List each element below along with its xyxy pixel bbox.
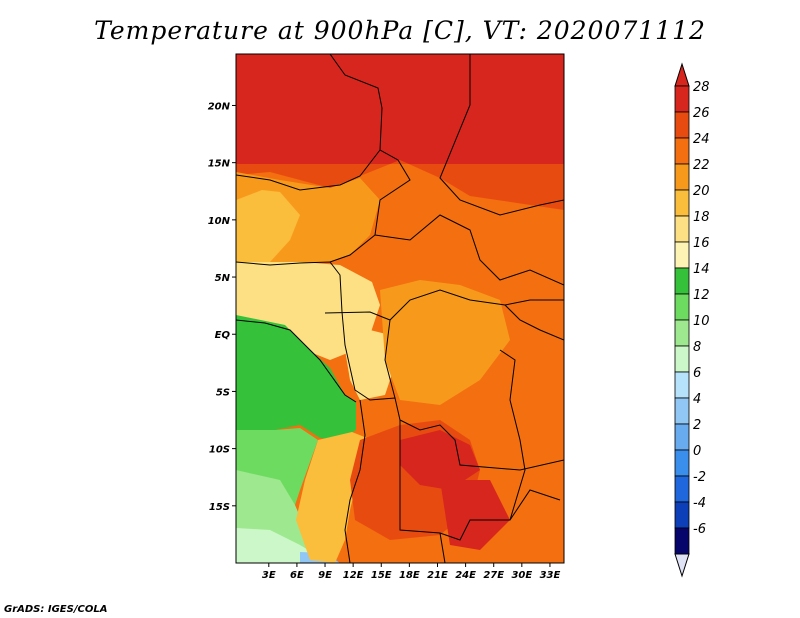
lat-tick-label: 5S [216, 387, 230, 398]
lon-tick-label: 18E [399, 570, 420, 581]
colorbar-label: 12 [693, 288, 710, 303]
border-line [324, 289, 564, 321]
region-sahara-hot [236, 54, 564, 164]
colorbar-label: 22 [693, 158, 710, 173]
lon-tick-label: 21E [427, 570, 448, 581]
colorbar-swatch [674, 137, 690, 165]
colorbar-label: 8 [693, 340, 701, 355]
colorbar-label: -6 [693, 522, 706, 537]
colorbar-swatch [674, 319, 690, 347]
latitude-axis: 20N 15N 10N 5N EQ 5S 10S 15S [208, 101, 236, 513]
colorbar-top-triangle [674, 62, 690, 87]
lon-tick-label: 12E [343, 570, 364, 581]
coastline [236, 319, 357, 403]
longitude-axis: 3E 6E 9E 12E 15E 18E 21E 24E 27E 30E 33E [262, 563, 561, 581]
colorbar-swatch [674, 423, 690, 451]
colorbar-swatch [674, 241, 690, 269]
lon-tick-label: 15E [371, 570, 392, 581]
border-line [329, 54, 411, 263]
border-line [399, 420, 561, 541]
lon-tick-label: 6E [290, 570, 304, 581]
colorbar-swatch [674, 527, 690, 555]
colorbar-label: 26 [693, 106, 710, 121]
colorbar-label: 2 [693, 418, 701, 433]
region-angola-coast [296, 432, 372, 563]
border-line [504, 304, 564, 341]
lat-tick-label: 15N [208, 159, 231, 170]
colorbar-swatch [674, 501, 690, 529]
colorbar-swatch [674, 111, 690, 139]
lat-tick-label: 15S [209, 502, 230, 513]
lat-tick-label: 10N [208, 216, 231, 227]
border-line [236, 149, 381, 191]
colorbar-swatch [674, 267, 690, 295]
border-line [374, 214, 564, 286]
colorbar-label: 0 [693, 444, 701, 459]
colorbar-label: 4 [693, 392, 701, 407]
lon-tick-label: 33E [540, 570, 561, 581]
colorbar-label: 10 [693, 314, 710, 329]
border-line [344, 399, 366, 563]
lon-tick-label: 30E [511, 570, 532, 581]
colorbar-swatch [674, 475, 690, 503]
lat-tick-label: 5N [215, 273, 231, 284]
credit-label: GrADS: IGES/COLA [4, 604, 108, 615]
colorbar-swatch [674, 397, 690, 425]
region-sahel-hot [236, 160, 564, 210]
colorbar-label: 28 [693, 80, 710, 95]
colorbar-label: -2 [693, 470, 706, 485]
region-congo-west [345, 330, 395, 400]
border-line [236, 261, 343, 313]
lat-tick-label: 10S [209, 445, 230, 456]
lon-tick-label: 9E [318, 570, 332, 581]
colorbar-label: 20 [693, 184, 710, 199]
map-title: Temperature at 900hPa [C], VT: 202007111… [94, 16, 706, 45]
colorbar-label: -4 [693, 496, 706, 511]
country-borders [236, 54, 564, 563]
border-line [439, 532, 446, 563]
border-line [439, 54, 564, 216]
colorbar-label: 14 [693, 262, 710, 277]
temperature-field [236, 54, 564, 563]
lon-tick-label: 27E [483, 570, 504, 581]
colorbar-swatch [674, 293, 690, 321]
colorbar-swatch [674, 345, 690, 373]
colorbar-swatch [674, 189, 690, 217]
colorbar-label: 16 [693, 236, 710, 251]
lon-tick-label: 24E [455, 570, 476, 581]
colorbar-label: 18 [693, 210, 710, 225]
lat-tick-label: EQ [215, 330, 231, 341]
region-zambia-hot [400, 430, 480, 490]
border-line [341, 311, 564, 471]
colorbar-swatch [674, 85, 690, 113]
region-guinea-coast [236, 190, 300, 262]
region-south-hot [440, 480, 510, 550]
colorbar-label: 6 [693, 366, 701, 381]
lat-tick-label: 20N [208, 101, 231, 112]
border-line [384, 319, 396, 399]
map-frame [235, 53, 565, 564]
colorbar-label: 24 [693, 132, 710, 147]
colorbar-swatch [674, 449, 690, 477]
region-cool-ocean [236, 315, 356, 440]
lon-tick-label: 3E [262, 570, 276, 581]
border-line [499, 349, 526, 521]
colorbar-swatch [674, 163, 690, 191]
colorbar-swatch [674, 215, 690, 243]
colorbar-swatch [674, 371, 690, 399]
region-congo-basin [380, 280, 510, 405]
colorbar-bottom-triangle [674, 553, 690, 578]
